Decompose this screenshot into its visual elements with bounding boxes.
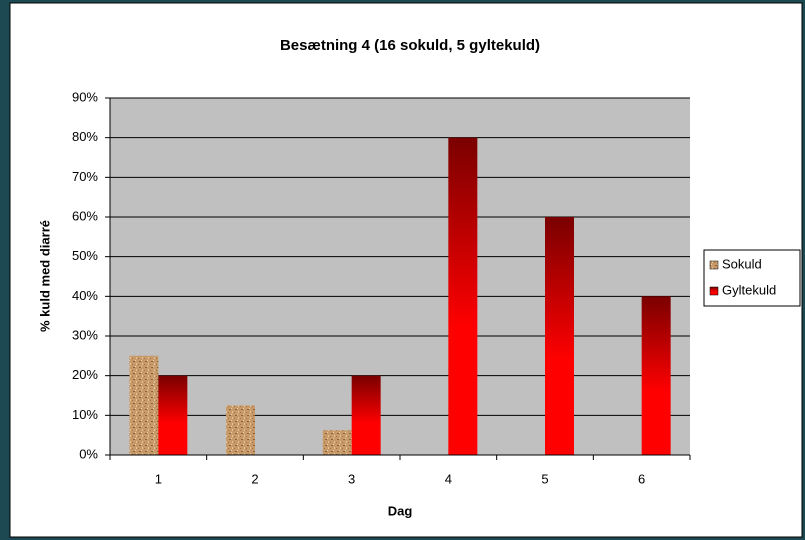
x-tick-label: 1 bbox=[155, 471, 162, 486]
legend-label: Sokuld bbox=[722, 256, 762, 271]
y-tick-label: 40% bbox=[72, 288, 98, 303]
x-axis-title: Dag bbox=[388, 503, 413, 518]
x-tick-label: 6 bbox=[638, 471, 645, 486]
y-tick-label: 50% bbox=[72, 248, 98, 263]
bar bbox=[545, 217, 574, 455]
x-tick-label: 4 bbox=[445, 471, 452, 486]
bar bbox=[226, 405, 255, 455]
bar bbox=[322, 430, 352, 455]
y-tick-label: 90% bbox=[72, 89, 98, 104]
bar bbox=[351, 375, 381, 455]
y-tick-label: 80% bbox=[72, 129, 98, 144]
legend-box bbox=[703, 249, 801, 307]
y-tick-label: 20% bbox=[72, 367, 98, 382]
y-tick-label: 60% bbox=[72, 208, 98, 223]
x-tick-label: 5 bbox=[541, 471, 548, 486]
y-tick-label: 30% bbox=[72, 327, 98, 342]
x-tick-label: 3 bbox=[348, 471, 355, 486]
y-tick-label: 10% bbox=[72, 407, 98, 422]
bar bbox=[641, 296, 671, 455]
bar bbox=[158, 375, 188, 455]
y-tick-label: 0% bbox=[79, 446, 98, 461]
plot-area bbox=[110, 98, 690, 455]
legend-label: Gyltekuld bbox=[722, 282, 776, 297]
chart-title: Besætning 4 (16 sokuld, 5 gyltekuld) bbox=[280, 37, 540, 54]
bar bbox=[129, 355, 159, 455]
legend-swatch bbox=[709, 260, 719, 270]
legend-swatch bbox=[709, 286, 719, 296]
y-tick-label: 70% bbox=[72, 169, 98, 184]
bar bbox=[448, 137, 478, 455]
y-axis-title: % kuld med diarré bbox=[37, 220, 52, 332]
x-tick-label: 2 bbox=[251, 471, 258, 486]
